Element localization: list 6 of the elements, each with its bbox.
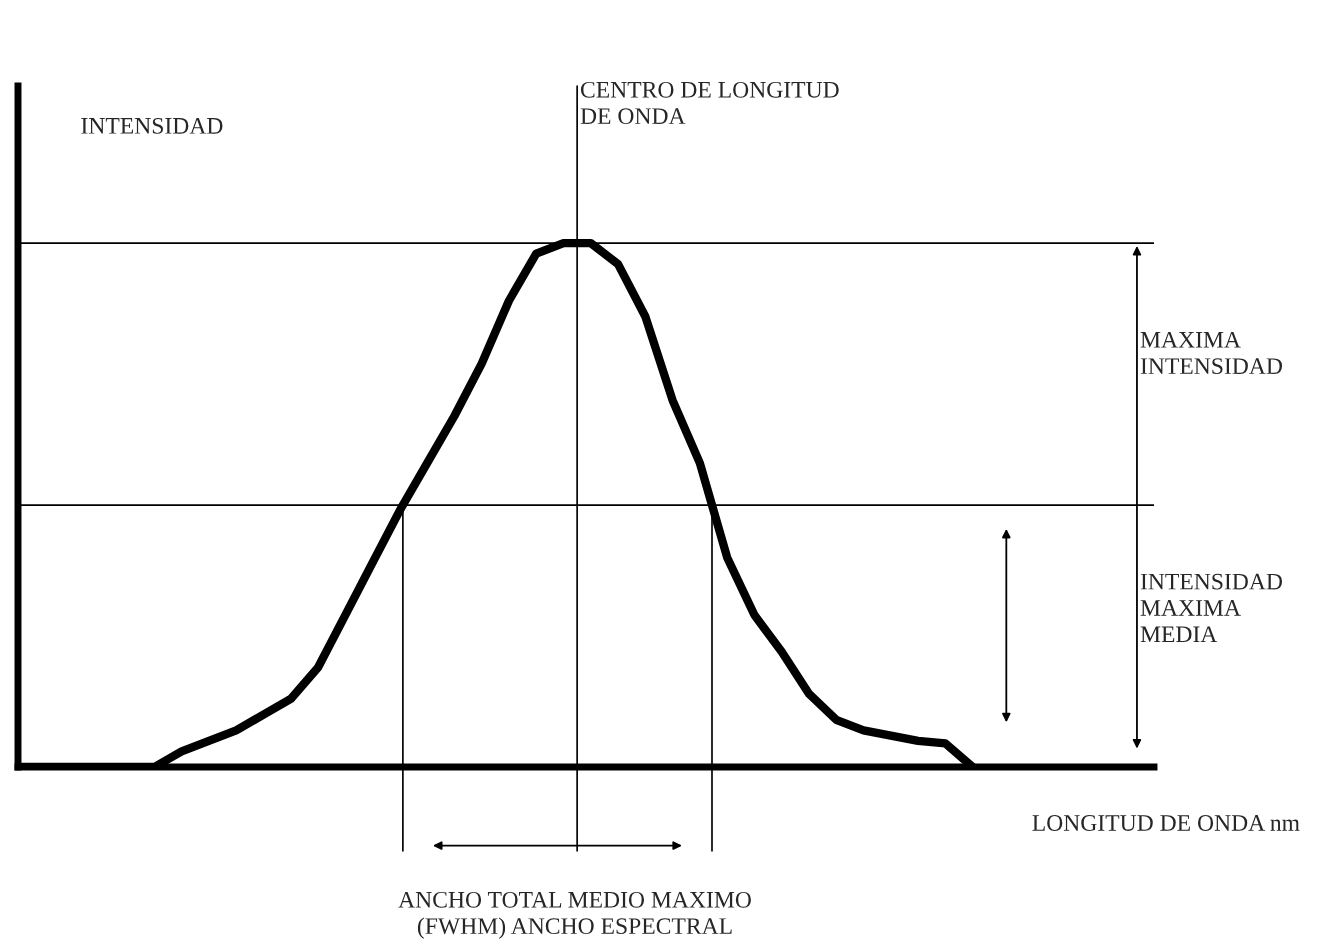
y-axis-title: INTENSIDAD <box>81 117 223 134</box>
text: MAXIMA INTENSIDAD <box>1140 331 1283 375</box>
text: ANCHO TOTAL MEDIO MAXIMO (FWHM) ANCHO ESPECTRAL <box>398 891 751 939</box>
text: INTENSIDAD MAXIMA MEDIA <box>1140 573 1283 643</box>
text: CENTRO DE LONGITUD DE ONDA <box>580 81 839 125</box>
x-axis-title: LONGITUD DE ONDA nm <box>1032 815 1300 831</box>
